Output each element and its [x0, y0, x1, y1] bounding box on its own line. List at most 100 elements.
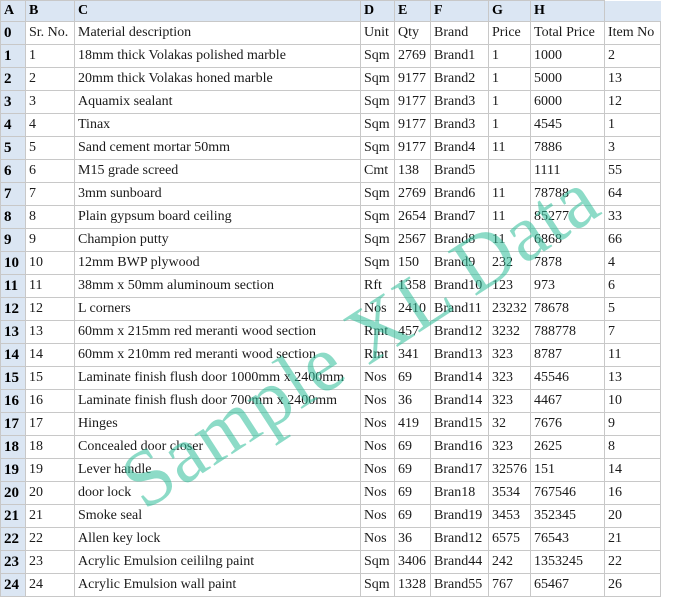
cell-sr[interactable]: 23	[25, 550, 75, 574]
cell-price[interactable]: 3534	[488, 481, 531, 505]
cell-qty[interactable]: 36	[394, 389, 431, 413]
cell-desc[interactable]: 60mm x 215mm red meranti wood section	[74, 320, 361, 344]
cell-total[interactable]: 7676	[530, 412, 605, 436]
cell-price[interactable]: 1	[488, 90, 531, 114]
cell-item[interactable]: 3	[604, 136, 661, 160]
cell-price[interactable]: 242	[488, 550, 531, 574]
cell-unit[interactable]: Sqm	[360, 44, 395, 68]
row-header[interactable]: 9	[0, 228, 26, 252]
cell-brand[interactable]: Brand15	[430, 412, 489, 436]
cell-item[interactable]: 6	[604, 274, 661, 298]
cell-item[interactable]: 20	[604, 504, 661, 528]
cell-brand[interactable]: Brand9	[430, 251, 489, 275]
cell-brand[interactable]: Brand6	[430, 182, 489, 206]
cell-brand[interactable]: Brand55	[430, 573, 489, 597]
column-header-C[interactable]: C	[74, 0, 361, 22]
cell-brand[interactable]: Brand1	[430, 44, 489, 68]
cell-price[interactable]: 23232	[488, 297, 531, 321]
cell-price[interactable]: 3232	[488, 320, 531, 344]
cell-item[interactable]: 55	[604, 159, 661, 183]
cell-desc[interactable]: Aquamix sealant	[74, 90, 361, 114]
cell-item[interactable]: 7	[604, 320, 661, 344]
cell-total[interactable]: 85277	[530, 205, 605, 229]
row-header[interactable]: 5	[0, 136, 26, 160]
row-header[interactable]: 6	[0, 159, 26, 183]
cell-item[interactable]: 2	[604, 44, 661, 68]
cell-price[interactable]: 11	[488, 205, 531, 229]
cell-desc[interactable]: 18mm thick Volakas polished marble	[74, 44, 361, 68]
cell-item[interactable]: 8	[604, 435, 661, 459]
cell-desc[interactable]: Laminate finish flush door 1000mm x 2400…	[74, 366, 361, 390]
row-header[interactable]: 0	[0, 21, 26, 45]
row-header[interactable]: 18	[0, 435, 26, 459]
cell-total[interactable]: 788778	[530, 320, 605, 344]
cell-total[interactable]: 76543	[530, 527, 605, 551]
cell-qty[interactable]: 3406	[394, 550, 431, 574]
cell-item[interactable]: 9	[604, 412, 661, 436]
cell-sr[interactable]: 17	[25, 412, 75, 436]
cell-desc[interactable]: Material description	[74, 21, 361, 45]
cell-brand[interactable]: Brand	[430, 21, 489, 45]
cell-desc[interactable]: 38mm x 50mm aluminoum section	[74, 274, 361, 298]
cell-total[interactable]: 4467	[530, 389, 605, 413]
cell-item[interactable]: 64	[604, 182, 661, 206]
cell-desc[interactable]: Laminate finish flush door 700mm x 2400m…	[74, 389, 361, 413]
cell-item[interactable]: 10	[604, 389, 661, 413]
row-header[interactable]: 23	[0, 550, 26, 574]
cell-item[interactable]: 5	[604, 297, 661, 321]
cell-brand[interactable]: Brand44	[430, 550, 489, 574]
cell-price[interactable]: 11	[488, 136, 531, 160]
cell-sr[interactable]: 6	[25, 159, 75, 183]
column-header-G[interactable]: G	[488, 0, 531, 22]
cell-unit[interactable]: Nos	[360, 435, 395, 459]
cell-desc[interactable]: M15 grade screed	[74, 159, 361, 183]
cell-brand[interactable]: Brand11	[430, 297, 489, 321]
cell-sr[interactable]: 5	[25, 136, 75, 160]
cell-brand[interactable]: Brand2	[430, 67, 489, 91]
cell-item[interactable]: 13	[604, 366, 661, 390]
cell-item[interactable]: 11	[604, 343, 661, 367]
cell-unit[interactable]: Nos	[360, 504, 395, 528]
cell-desc[interactable]: Acrylic Emulsion ceililng paint	[74, 550, 361, 574]
cell-qty[interactable]: 1328	[394, 573, 431, 597]
column-header-F[interactable]: F	[430, 0, 489, 22]
cell-brand[interactable]: Brand10	[430, 274, 489, 298]
cell-total[interactable]: 767546	[530, 481, 605, 505]
cell-sr[interactable]: 11	[25, 274, 75, 298]
cell-item[interactable]: 33	[604, 205, 661, 229]
cell-unit[interactable]: Cmt	[360, 159, 395, 183]
cell-item[interactable]: 22	[604, 550, 661, 574]
cell-price[interactable]: 323	[488, 435, 531, 459]
cell-item[interactable]: 13	[604, 67, 661, 91]
cell-qty[interactable]: 36	[394, 527, 431, 551]
row-header[interactable]: 20	[0, 481, 26, 505]
cell-total[interactable]: 8787	[530, 343, 605, 367]
column-header-A[interactable]: A	[0, 0, 26, 22]
column-header-D[interactable]: D	[360, 0, 395, 22]
cell-total[interactable]: 5000	[530, 67, 605, 91]
cell-brand[interactable]: Brand17	[430, 458, 489, 482]
cell-desc[interactable]: door lock	[74, 481, 361, 505]
cell-qty[interactable]: 150	[394, 251, 431, 275]
cell-unit[interactable]: Unit	[360, 21, 395, 45]
cell-total[interactable]: 65467	[530, 573, 605, 597]
row-header[interactable]: 10	[0, 251, 26, 275]
cell-qty[interactable]: 2410	[394, 297, 431, 321]
cell-desc[interactable]: Tinax	[74, 113, 361, 137]
cell-desc[interactable]: 60mm x 210mm red meranti wood section	[74, 343, 361, 367]
cell-sr[interactable]: 3	[25, 90, 75, 114]
cell-total[interactable]: 78678	[530, 297, 605, 321]
row-header[interactable]: 11	[0, 274, 26, 298]
cell-brand[interactable]: Brand14	[430, 366, 489, 390]
row-header[interactable]: 24	[0, 573, 26, 597]
cell-qty[interactable]: 69	[394, 366, 431, 390]
cell-total[interactable]: 4545	[530, 113, 605, 137]
cell-item[interactable]: 1	[604, 113, 661, 137]
cell-sr[interactable]: 7	[25, 182, 75, 206]
cell-qty[interactable]: 341	[394, 343, 431, 367]
row-header[interactable]: 14	[0, 343, 26, 367]
cell-price[interactable]: 11	[488, 228, 531, 252]
cell-total[interactable]: 78788	[530, 182, 605, 206]
cell-qty[interactable]: 457	[394, 320, 431, 344]
cell-price[interactable]: 323	[488, 366, 531, 390]
